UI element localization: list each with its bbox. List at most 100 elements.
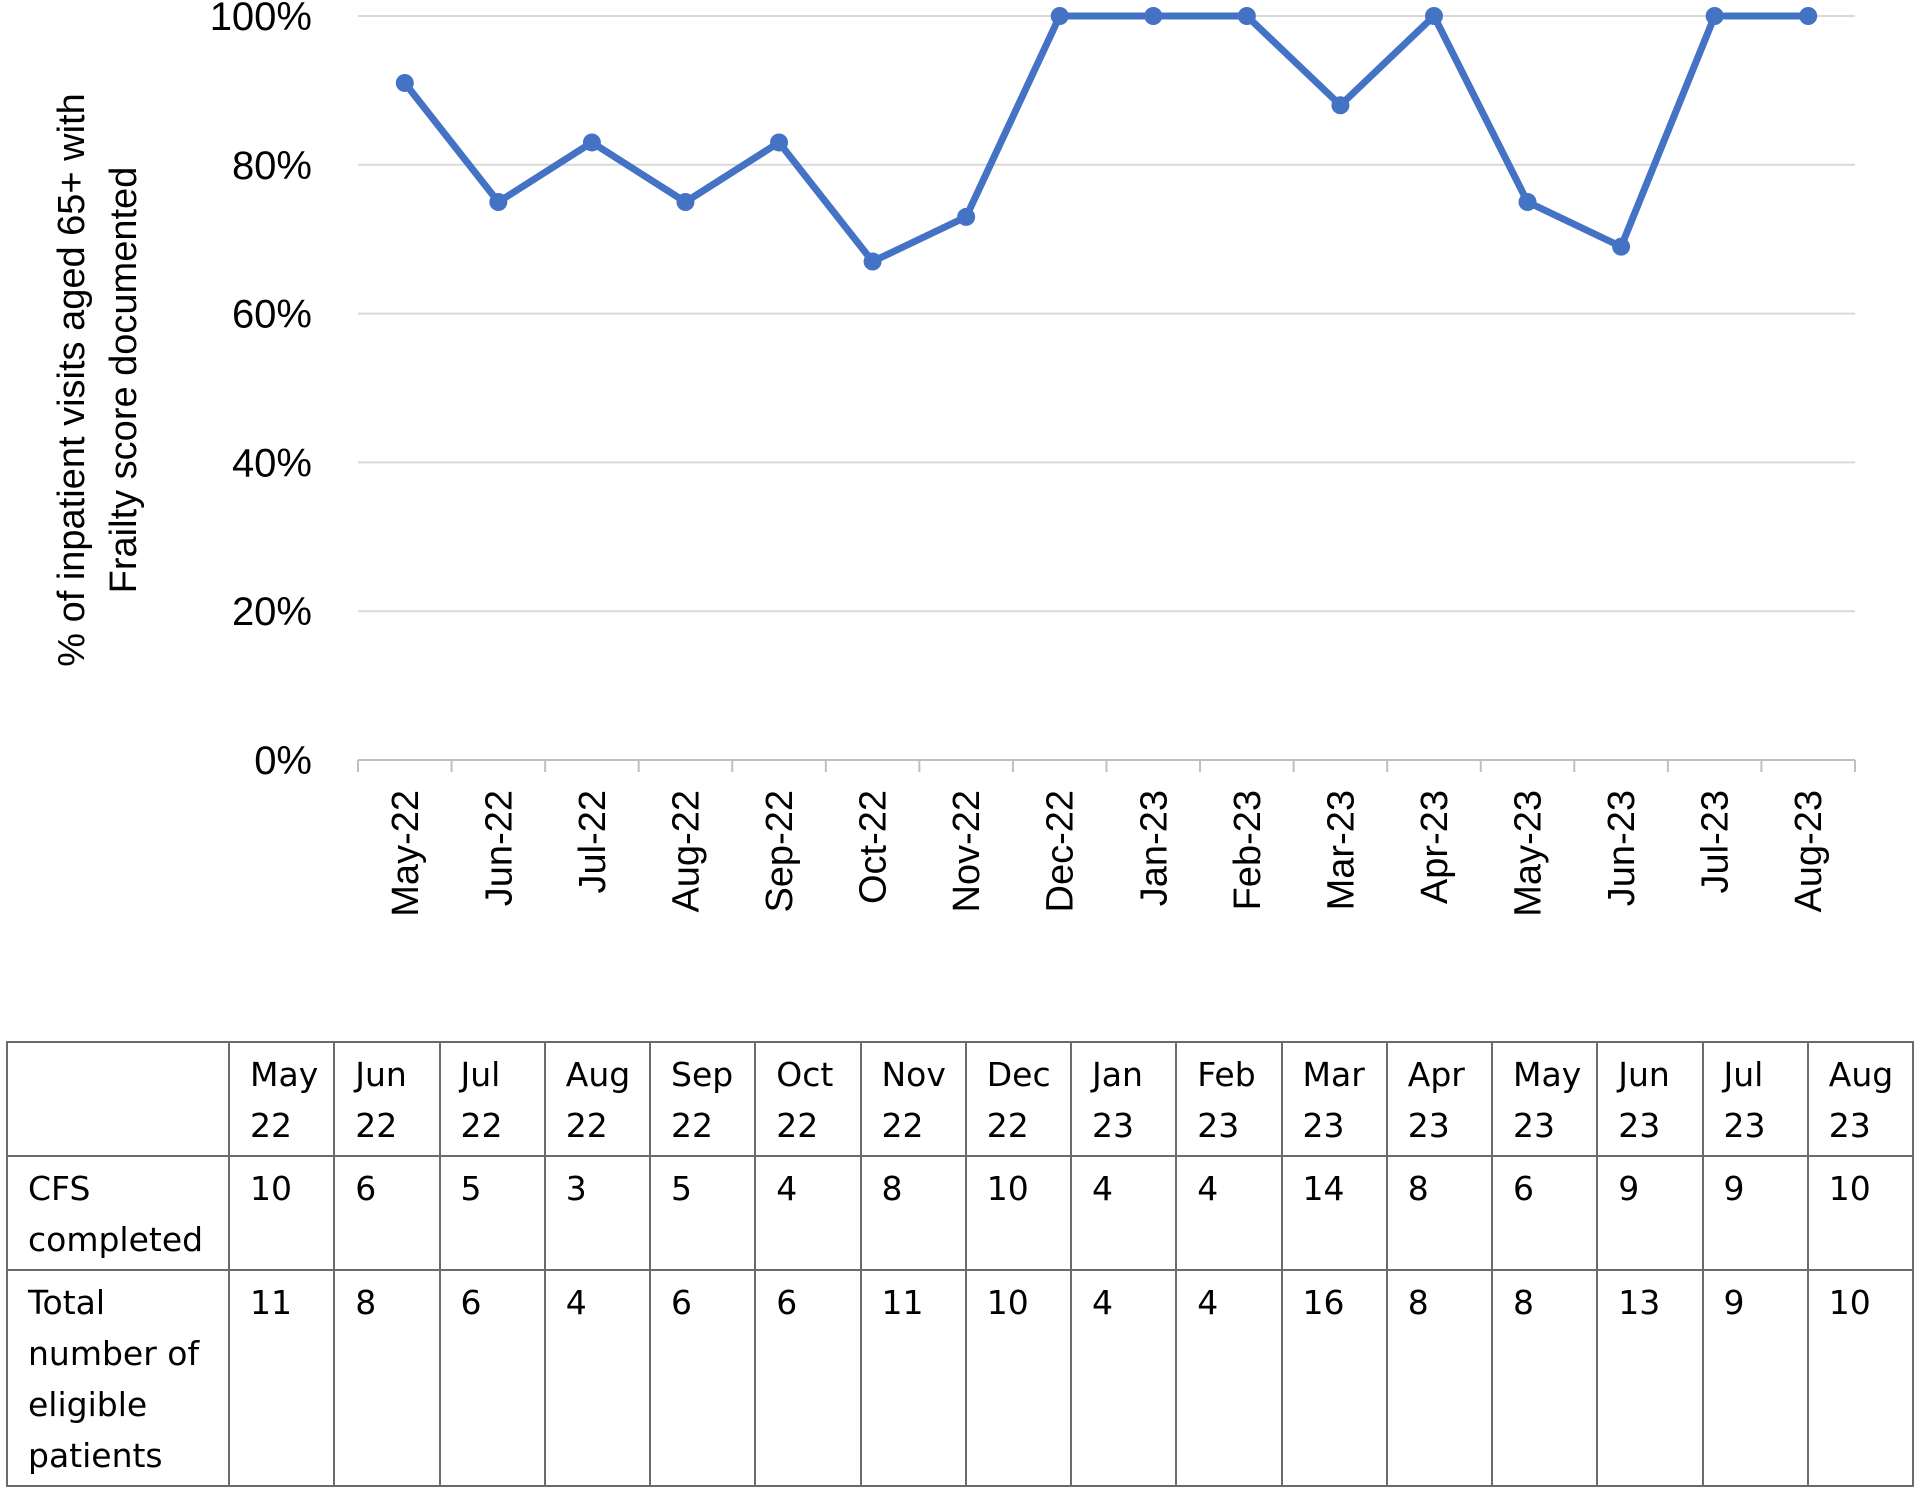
chart: 0% 20% 40% 60% 80% 100% May-22 Jun-22 Jul-22 Aug-… xyxy=(28,0,1856,917)
table-cell: 8 xyxy=(1490,1269,1599,1487)
cell-text: 10 xyxy=(250,1169,292,1208)
table-row: Total number of eligible patients 11 8 6 4 6 6 11 1… xyxy=(6,1269,1915,1487)
y-axis-title-wrap: % of inpatient visits aged 65+ with Frai… xyxy=(28,20,168,740)
cell-text: Total xyxy=(28,1283,106,1322)
table-cell: 4 xyxy=(1175,1269,1283,1487)
table-cell: 9 xyxy=(1701,1269,1809,1487)
cell-text: 4 xyxy=(1092,1283,1113,1322)
cell-text: 10 xyxy=(1828,1283,1871,1322)
x-tick-label: May-22 xyxy=(385,790,427,917)
y-tick-label: 20% xyxy=(232,590,312,634)
table-cell: 6 xyxy=(754,1269,862,1487)
data-point xyxy=(1799,7,1818,25)
table-cell: 4 xyxy=(1175,1155,1283,1271)
y-axis-title: % of inpatient visits aged 65+ with Frai… xyxy=(46,93,150,667)
cell-text: 22 xyxy=(671,1106,713,1145)
data-table-wrap: May 22 Jun 22 Jul 22 Aug 22 Sep 22 Oct 22 Nov 22 Dec 22… xyxy=(6,1041,1915,1487)
x-tick-label: Jun-23 xyxy=(1601,790,1643,906)
cell-text: number of xyxy=(28,1334,200,1373)
table-cell: 8 xyxy=(1385,1155,1494,1271)
cell-text: Dec xyxy=(986,1055,1051,1094)
cell-text: 23 xyxy=(1723,1106,1766,1145)
cell-text: Mar xyxy=(1302,1055,1365,1094)
cell-text: 22 xyxy=(565,1106,608,1145)
cell-text: 16 xyxy=(1302,1283,1345,1322)
table-header-cell: Dec 22 xyxy=(964,1041,1073,1157)
cell-text: 8 xyxy=(1407,1169,1429,1208)
data-point xyxy=(1050,7,1069,25)
cell-text: Jul xyxy=(460,1055,501,1094)
table-header-cell: Aug 22 xyxy=(543,1041,652,1157)
table-header-cell: Jun 22 xyxy=(333,1041,441,1157)
table-corner-cell xyxy=(6,1041,230,1157)
cell-text: 9 xyxy=(1723,1169,1745,1208)
table-row-label: CFS completed xyxy=(6,1155,230,1271)
table-header-cell: Nov 22 xyxy=(859,1041,967,1157)
cell-text: 5 xyxy=(460,1169,482,1208)
data-point xyxy=(1144,7,1163,25)
series-line xyxy=(401,12,1812,266)
table-header-cell: Sep 22 xyxy=(648,1041,757,1157)
table-cell: 6 xyxy=(1490,1155,1599,1271)
table-cell: 6 xyxy=(333,1155,441,1271)
cell-text: 4 xyxy=(1197,1169,1219,1208)
y-axis-title-line-1: % of inpatient visits aged 65+ with xyxy=(51,93,94,667)
cell-text: Feb xyxy=(1197,1055,1256,1094)
cell-text: Nov xyxy=(881,1055,946,1094)
cell-text: 10 xyxy=(986,1283,1029,1322)
cell-text: Jun xyxy=(355,1055,407,1094)
table-header-cell: Oct 22 xyxy=(754,1041,862,1157)
x-tick-label: Sep-22 xyxy=(759,790,801,913)
cell-text: 6 xyxy=(776,1283,798,1322)
table-header-cell: Jan 23 xyxy=(1069,1041,1178,1157)
cell-text: 11 xyxy=(250,1283,292,1322)
cell-text: 23 xyxy=(1513,1106,1555,1145)
data-point xyxy=(957,207,976,226)
cell-text: 13 xyxy=(1618,1283,1661,1322)
cell-text: 22 xyxy=(986,1106,1029,1145)
table-cell: 10 xyxy=(227,1155,336,1271)
table-cell: 9 xyxy=(1701,1155,1809,1271)
data-point xyxy=(1237,7,1256,25)
data-table: May 22 Jun 22 Jul 22 Aug 22 Sep 22 Oct 22 Nov 22 Dec 22… xyxy=(6,1041,1915,1487)
cell-text: 23 xyxy=(1828,1106,1871,1145)
cell-text: patients xyxy=(28,1436,163,1475)
data-point xyxy=(395,73,414,92)
cell-text: 5 xyxy=(671,1169,692,1208)
cell-text: 11 xyxy=(881,1283,924,1322)
y-axis-title-line-2: Frailty score documented xyxy=(103,166,146,594)
x-tick-label: Oct-22 xyxy=(853,790,895,904)
cell-text: Jul xyxy=(1723,1055,1764,1094)
cell-text: 6 xyxy=(355,1169,377,1208)
cell-text: completed xyxy=(28,1220,204,1259)
cell-text: 6 xyxy=(460,1283,482,1322)
cell-text: 22 xyxy=(355,1106,398,1145)
data-point xyxy=(1518,193,1537,211)
table-row: CFS completed 10 6 5 3 5 4 8 10 4 4 14 8 6 9 9 10 xyxy=(6,1155,1915,1271)
table-cell: 4 xyxy=(1069,1269,1178,1487)
cell-text: May xyxy=(250,1055,319,1094)
x-tick-label: Jul-23 xyxy=(1695,790,1737,894)
table-cell: 14 xyxy=(1280,1155,1388,1271)
cell-text: Apr xyxy=(1407,1055,1465,1094)
data-point xyxy=(770,133,789,152)
table-cell: 5 xyxy=(648,1155,757,1271)
cell-text: Sep xyxy=(671,1055,734,1094)
cell-text: 23 xyxy=(1302,1106,1345,1145)
cell-text: 8 xyxy=(881,1169,903,1208)
table-header-cell: Feb 23 xyxy=(1175,1041,1283,1157)
table-header-cell: Jul 23 xyxy=(1701,1041,1809,1157)
table-cell: 5 xyxy=(438,1155,546,1271)
y-tick-label: 40% xyxy=(232,441,312,485)
table-cell: 11 xyxy=(227,1269,336,1487)
cell-text: 22 xyxy=(250,1106,292,1145)
table-cell: 4 xyxy=(1069,1155,1178,1271)
cell-text: 10 xyxy=(1828,1169,1871,1208)
table-header-cell: Aug 23 xyxy=(1806,1041,1915,1157)
table-header-row: May 22 Jun 22 Jul 22 Aug 22 Sep 22 Oct 22 Nov 22 Dec 22… xyxy=(6,1041,1915,1157)
cell-text: 6 xyxy=(671,1283,692,1322)
cell-text: 22 xyxy=(881,1106,924,1145)
cell-text: Aug xyxy=(565,1055,631,1094)
data-point xyxy=(676,193,695,211)
data-point xyxy=(1424,7,1443,25)
